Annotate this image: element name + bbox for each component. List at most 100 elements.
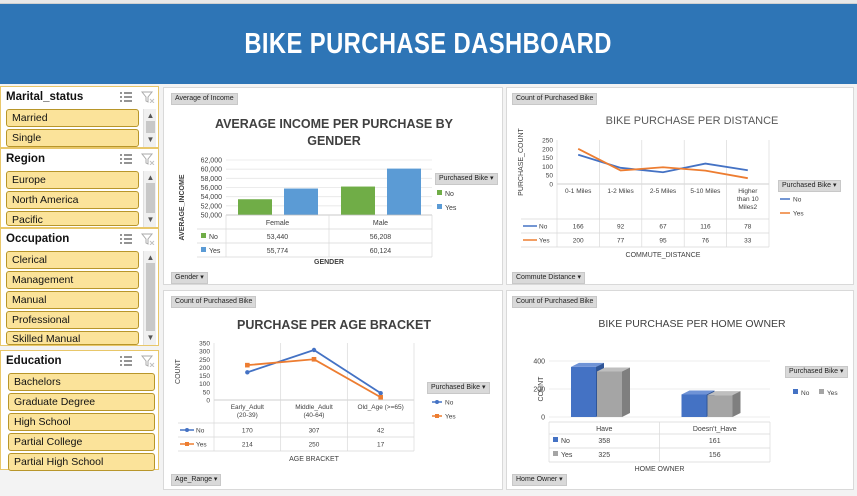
slicer-item-professional[interactable]: Professional bbox=[6, 311, 139, 329]
scroll-thumb[interactable] bbox=[146, 121, 155, 133]
slicer-item-pacific[interactable]: Pacific bbox=[6, 211, 139, 226]
y-tick-label: 58,000 bbox=[201, 176, 223, 183]
multi-select-icon[interactable] bbox=[119, 233, 133, 245]
axis-field-button[interactable]: Age_Range bbox=[171, 474, 222, 486]
bar-top-face bbox=[571, 362, 604, 367]
chart-panel-age[interactable]: Count of Purchased Bike PURCHASE PER AGE… bbox=[163, 290, 503, 490]
data-label: 76 bbox=[702, 238, 710, 245]
legend-label: No bbox=[445, 400, 454, 407]
scroll-thumb[interactable] bbox=[146, 183, 155, 213]
slicer-title: Occupation bbox=[6, 233, 70, 245]
legend-field-button[interactable]: Purchased Bike bbox=[435, 173, 498, 185]
slicer-item-single[interactable]: Single bbox=[6, 129, 139, 147]
slicer-item-partial-high-school[interactable]: Partial High School bbox=[8, 453, 155, 471]
slicer-item-skilled-manual[interactable]: Skilled Manual bbox=[6, 331, 139, 345]
bar-no-female bbox=[238, 199, 272, 215]
multi-select-icon[interactable] bbox=[119, 91, 133, 103]
axis-field-button[interactable]: Home Owner bbox=[512, 474, 567, 486]
value-field-button[interactable]: Count of Purchased Bike bbox=[171, 296, 257, 308]
chart-panel-income[interactable]: Average of Income AVERAGE INCOME PER PUR… bbox=[163, 87, 503, 285]
slicer-item-married[interactable]: Married bbox=[6, 109, 139, 127]
y-tick-label: 54,000 bbox=[201, 194, 223, 201]
bar-top-face bbox=[597, 367, 630, 372]
bar-yes-have bbox=[597, 371, 622, 417]
slicer-item-europe[interactable]: Europe bbox=[6, 171, 139, 189]
slicer-item-graduate-degree[interactable]: Graduate Degree bbox=[8, 393, 155, 411]
legend-key bbox=[819, 389, 824, 394]
value-field-button[interactable]: Count of Purchased Bike bbox=[512, 296, 598, 308]
axis-field-button[interactable]: Commute Distance bbox=[512, 272, 585, 284]
axis-field-button[interactable]: Gender bbox=[171, 272, 208, 284]
slicer-marital-status[interactable]: Marital_status Married Single ▲ ▼ bbox=[0, 86, 159, 148]
chart-title: PURCHASE PER AGE BRACKET bbox=[236, 318, 431, 332]
y-tick-label: 0 bbox=[541, 415, 545, 422]
scroll-up-icon[interactable]: ▲ bbox=[146, 252, 155, 262]
data-label: 250 bbox=[309, 442, 320, 449]
slicer-item-partial-college[interactable]: Partial College bbox=[8, 433, 155, 451]
legend-field-button[interactable]: Purchased Bike bbox=[785, 366, 848, 378]
scroll-up-icon[interactable]: ▲ bbox=[146, 110, 155, 120]
legend-key bbox=[437, 190, 442, 195]
slicer-header: Education bbox=[1, 351, 158, 371]
slicer-occupation[interactable]: Occupation Clerical Management Manual Pr… bbox=[0, 228, 159, 346]
slicer-title: Region bbox=[6, 153, 45, 165]
clear-filter-icon[interactable] bbox=[141, 355, 155, 367]
slicer-education[interactable]: Education Bachelors Graduate Degree High… bbox=[0, 350, 159, 471]
data-label: 116 bbox=[700, 224, 711, 231]
data-label: 358 bbox=[598, 438, 610, 445]
value-field-button[interactable]: Average of Income bbox=[171, 93, 238, 105]
clear-filter-icon[interactable] bbox=[141, 153, 155, 165]
dashboard-title: BIKE PURCHASE DASHBOARD bbox=[244, 27, 613, 60]
category-label: Female bbox=[266, 220, 289, 227]
category-label: than 10 bbox=[737, 196, 759, 203]
bar-yes-doesnthave bbox=[707, 395, 733, 417]
category-label: Higher bbox=[738, 188, 758, 195]
category-label: Miles2 bbox=[738, 204, 757, 211]
slicer-item-manual[interactable]: Manual bbox=[6, 291, 139, 309]
data-label: 200 bbox=[573, 238, 584, 245]
scroll-up-icon[interactable]: ▲ bbox=[146, 172, 155, 182]
legend-label: Yes bbox=[793, 211, 804, 218]
slicer-scrollbar[interactable]: ▲ ▼ bbox=[143, 251, 156, 345]
point-no bbox=[311, 347, 317, 353]
clear-filter-icon[interactable] bbox=[141, 233, 155, 245]
slicer-scrollbar[interactable]: ▲ ▼ bbox=[143, 109, 156, 147]
scroll-thumb[interactable] bbox=[146, 263, 155, 331]
multi-select-icon[interactable] bbox=[119, 153, 133, 165]
slicer-item-clerical[interactable]: Clerical bbox=[6, 251, 139, 269]
chart-panel-home[interactable]: Count of Purchased Bike BIKE PURCHASE PE… bbox=[506, 290, 854, 490]
category-label: Male bbox=[373, 220, 388, 227]
data-label: 55,774 bbox=[267, 248, 289, 255]
legend-key bbox=[553, 437, 558, 442]
slicer-item-high-school[interactable]: High School bbox=[8, 413, 155, 431]
scroll-down-icon[interactable]: ▼ bbox=[146, 332, 155, 342]
slicer-item-north-america[interactable]: North America bbox=[6, 191, 139, 209]
bar-no-male bbox=[341, 186, 375, 215]
legend-key bbox=[201, 247, 206, 252]
age-chart-svg: 350300250200150100500COUNTEarly_Adult(20… bbox=[175, 341, 456, 464]
legend-field-button[interactable]: Purchased Bike bbox=[427, 382, 490, 394]
data-label: 78 bbox=[744, 224, 752, 231]
bar-no-doesnthave bbox=[681, 394, 707, 417]
table-series-label: No bbox=[539, 224, 548, 231]
table-series-label: Yes bbox=[539, 238, 550, 245]
legend-field-button[interactable]: Purchased Bike bbox=[778, 180, 841, 192]
y-tick-label: 150 bbox=[199, 373, 210, 380]
x-axis-label: HOME OWNER bbox=[635, 466, 685, 473]
chart-panel-distance[interactable]: Count of Purchased Bike BIKE PURCHASE PE… bbox=[506, 87, 854, 285]
scroll-down-icon[interactable]: ▼ bbox=[146, 134, 155, 144]
table-series-label: No bbox=[209, 234, 218, 241]
y-axis-label: PURCHASE_COUNT bbox=[518, 127, 525, 195]
clear-filter-icon[interactable] bbox=[141, 91, 155, 103]
point-yes bbox=[311, 356, 317, 362]
slicer-scrollbar[interactable]: ▲ ▼ bbox=[143, 171, 156, 227]
value-field-button[interactable]: Count of Purchased Bike bbox=[512, 93, 598, 105]
slicer-region[interactable]: Region Europe North America Pacific ▲ ▼ bbox=[0, 148, 159, 228]
slicer-item-management[interactable]: Management bbox=[6, 271, 139, 289]
multi-select-icon[interactable] bbox=[119, 355, 133, 367]
slicer-item-bachelors[interactable]: Bachelors bbox=[8, 373, 155, 391]
category-label: (20-39) bbox=[237, 412, 258, 419]
y-tick-label: 0 bbox=[549, 182, 553, 189]
y-tick-label: 50 bbox=[203, 389, 211, 396]
scroll-down-icon[interactable]: ▼ bbox=[146, 214, 155, 224]
